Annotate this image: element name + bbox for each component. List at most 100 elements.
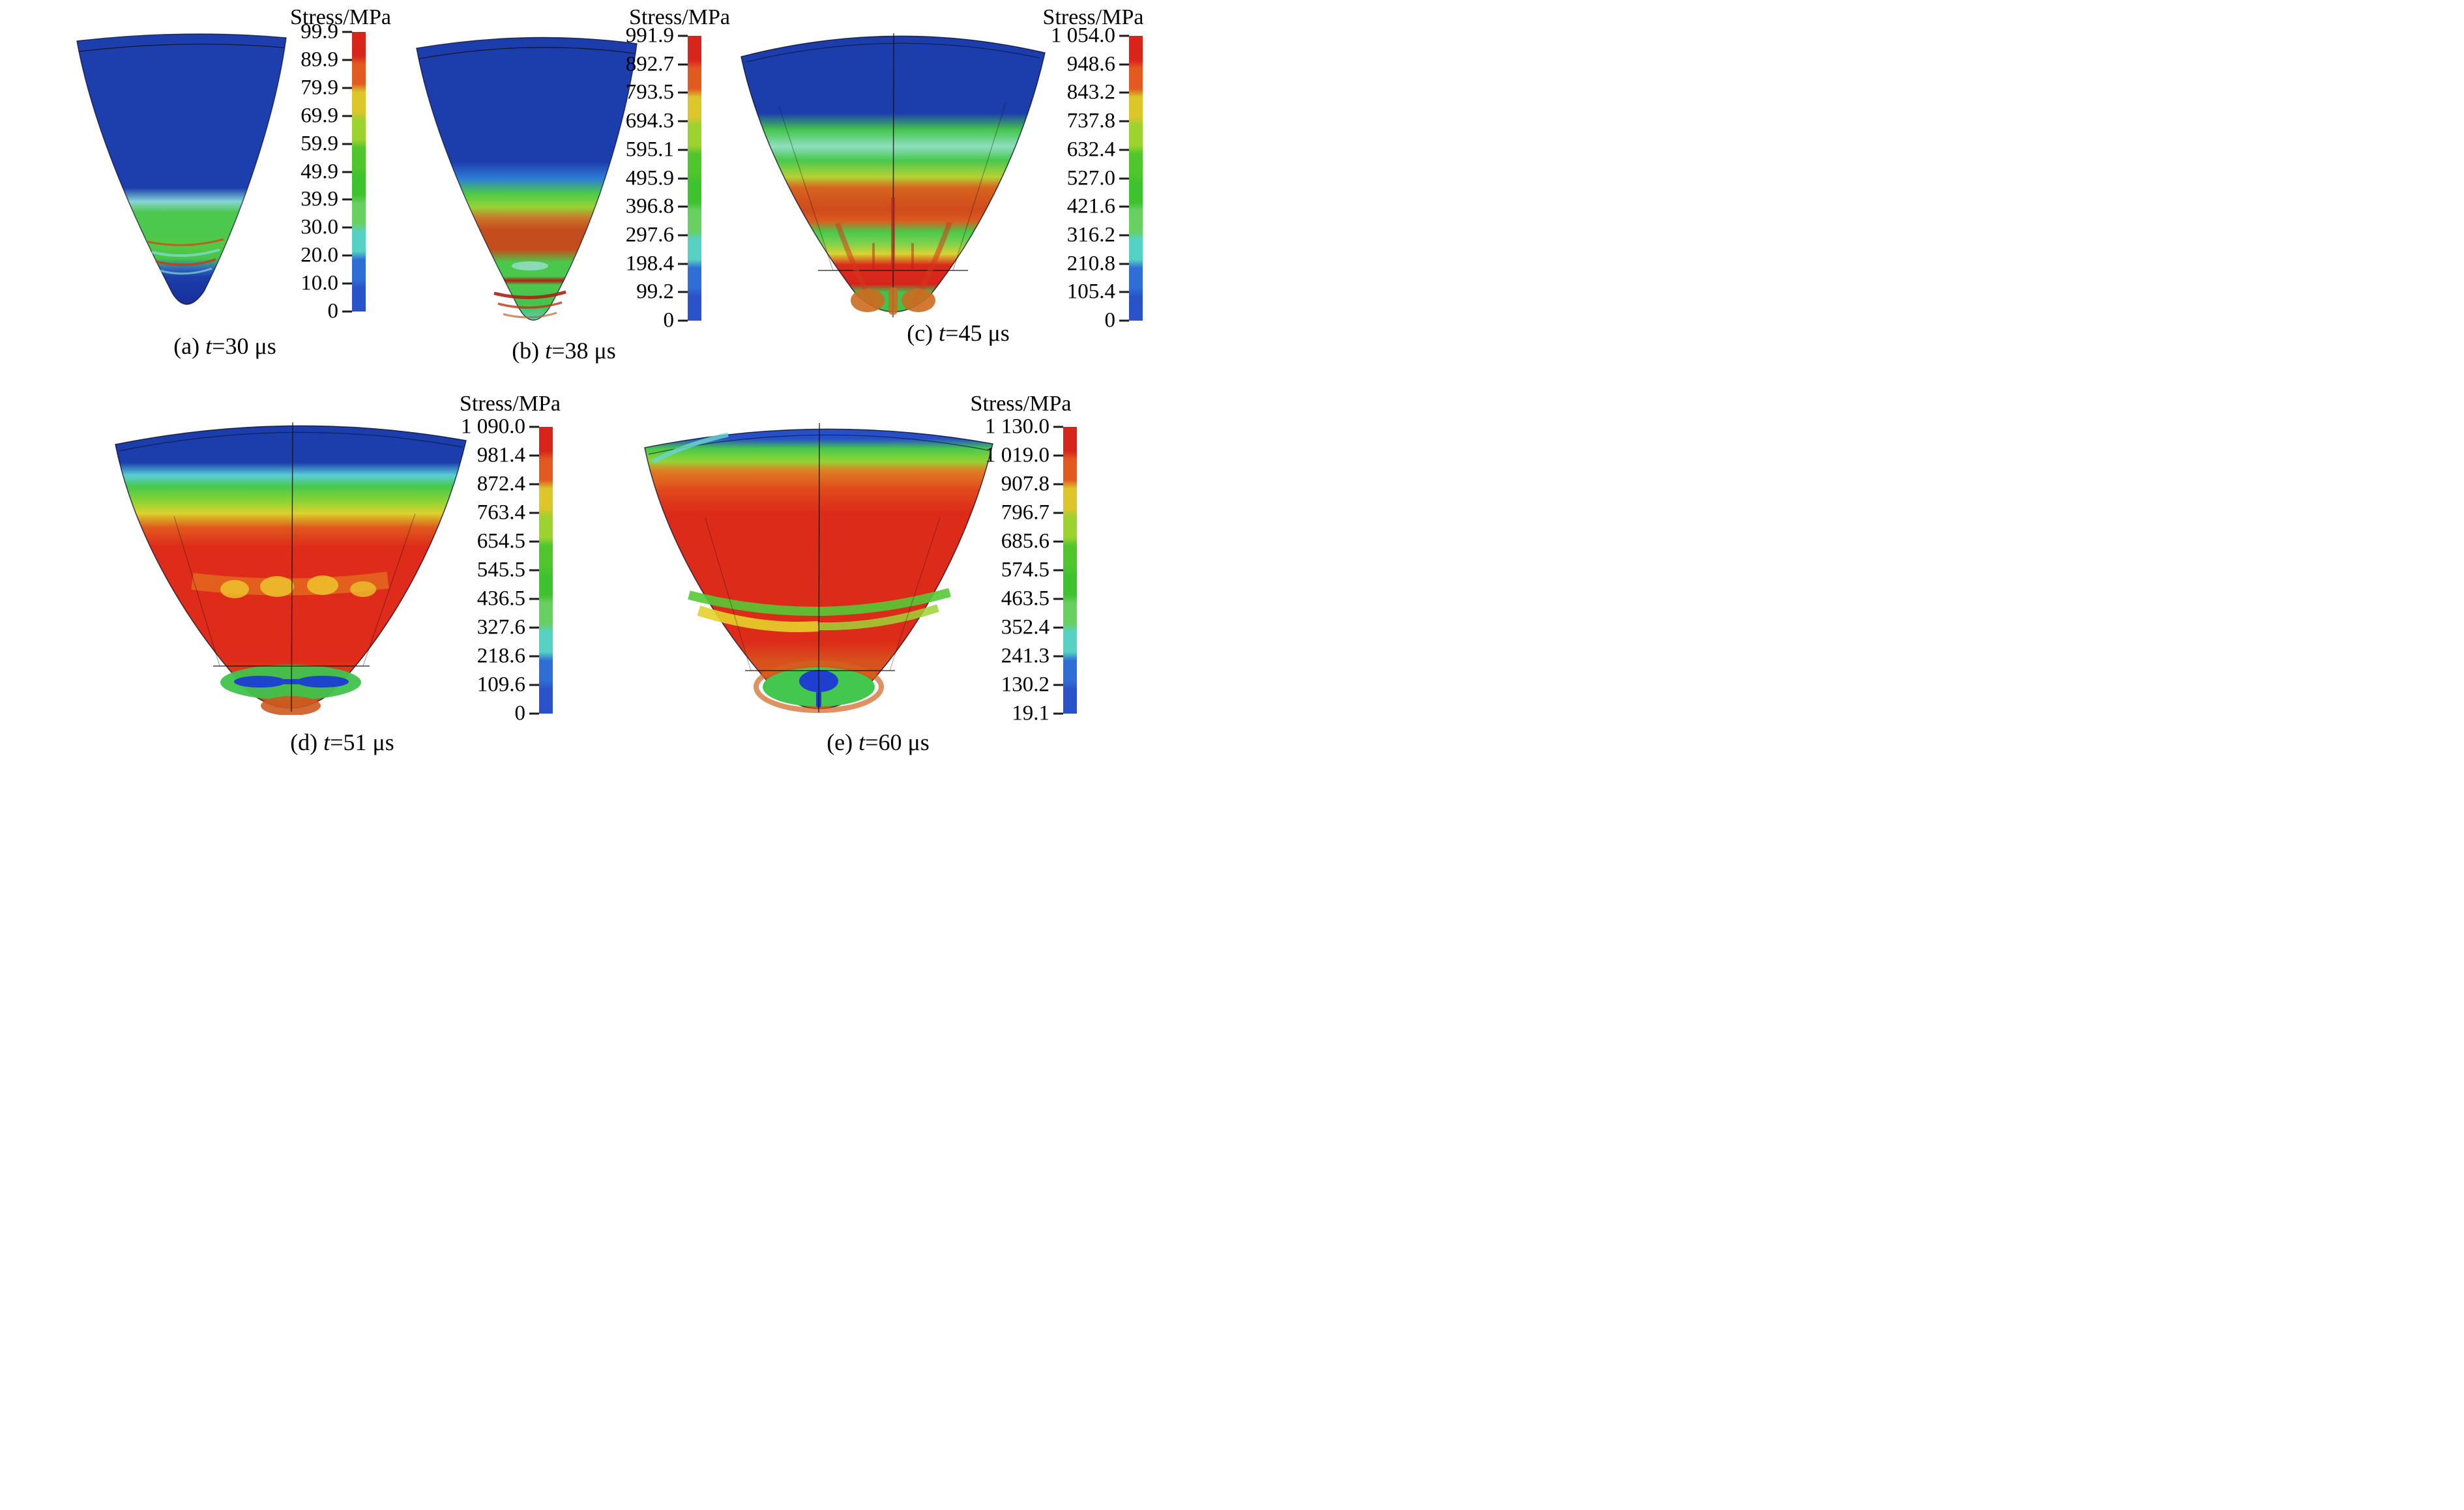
colorbar-tick-label: 241.3 bbox=[1001, 644, 1049, 668]
colorbar-tick-label: 0 bbox=[327, 299, 339, 323]
colorbar-tick-row: 796.7 bbox=[1001, 502, 1063, 524]
caption-a-index: (a) bbox=[173, 333, 206, 359]
colorbar-tick-row: 981.4 bbox=[477, 443, 539, 467]
colorbar-tick-row: 737.8 bbox=[1066, 109, 1129, 133]
colorbar-tick-mark bbox=[529, 454, 539, 457]
cone-c-rim-line bbox=[746, 42, 1040, 63]
colorbar-tick-row: 352.4 bbox=[1001, 617, 1063, 639]
cone-a-body bbox=[76, 33, 287, 305]
colorbar-tick-label: 685.6 bbox=[1001, 529, 1049, 553]
colorbar-tick-row: 0 bbox=[327, 299, 352, 323]
colorbar-title-b: Stress/MPa bbox=[629, 5, 730, 29]
colorbar-tick-row: 545.5 bbox=[477, 558, 539, 582]
panel-b: Stress/MPa 991.9 892.7 793.5 694.3 595.1 495.… bbox=[0, 0, 1232, 755]
colorbar-tick-mark bbox=[678, 263, 688, 265]
colorbar-tick-mark bbox=[529, 540, 539, 543]
colorbar-b: 991.9 892.7 793.5 694.3 595.1 495.9 396.8 297.6… bbox=[593, 25, 701, 331]
colorbar-tick-row: 1 054.0 bbox=[1051, 25, 1129, 47]
colorbar-tick-mark bbox=[678, 35, 688, 37]
colorbar-tick-row: 793.5 bbox=[626, 81, 688, 104]
colorbar-tick-label: 19.1 bbox=[1012, 701, 1049, 725]
colorbar-tick-label: 352.4 bbox=[1001, 615, 1049, 639]
colorbar-tick-mark bbox=[342, 87, 352, 89]
colorbar-tick-label: 30.0 bbox=[301, 215, 338, 239]
cone-e-body bbox=[644, 422, 993, 713]
colorbar-tick-row: 0 bbox=[515, 703, 539, 725]
cone-d-section-lines bbox=[173, 422, 416, 712]
colorbar-tick-mark bbox=[1053, 712, 1063, 715]
colorbar-tick-label: 20.0 bbox=[301, 243, 338, 267]
colorbar-tick-label: 654.5 bbox=[477, 529, 525, 553]
colorbar-tick-row: 89.9 bbox=[301, 49, 352, 70]
colorbar-tick-row: 241.3 bbox=[1001, 644, 1063, 668]
colorbar-tick-mark bbox=[1119, 177, 1129, 179]
colorbar-tick-label: 892.7 bbox=[625, 52, 674, 76]
colorbar-tick-row: 19.1 bbox=[1012, 703, 1063, 725]
colorbar-tick-label: 1 054.0 bbox=[1051, 23, 1115, 48]
caption-a: (a) t=30 μs bbox=[150, 332, 300, 360]
colorbar-title-a: Stress/MPa bbox=[290, 5, 391, 29]
colorbar-title-e: Stress/MPa bbox=[970, 392, 1072, 416]
colorbar-tick-label: 210.8 bbox=[1066, 252, 1115, 276]
colorbar-tick-mark bbox=[1053, 540, 1063, 543]
colorbar-tick-mark bbox=[342, 171, 352, 173]
colorbar-tick-mark bbox=[1053, 626, 1063, 629]
colorbar-tick-row: 948.6 bbox=[1067, 53, 1129, 75]
colorbar-tick-label: 421.6 bbox=[1066, 194, 1115, 218]
caption-c-index: (c) bbox=[907, 320, 939, 346]
colorbar-tick-mark bbox=[678, 120, 688, 123]
colorbar-tick-label: 327.6 bbox=[477, 615, 525, 639]
colorbar-e: 1 130.0 1 019.0 907.8 796.7 685.6 574.5 463.5 3… bbox=[968, 416, 1077, 724]
colorbar-tick-row: 30.0 bbox=[301, 215, 352, 239]
colorbar-tick-label: 89.9 bbox=[301, 48, 338, 72]
colorbar-tick-row: 0 bbox=[664, 310, 688, 332]
colorbar-gradient-c bbox=[1129, 36, 1143, 321]
colorbar-tick-label: 907.8 bbox=[1001, 472, 1049, 496]
colorbar-tick-mark bbox=[1053, 598, 1063, 600]
colorbar-tick-mark bbox=[529, 655, 539, 658]
cone-c-stress-details bbox=[835, 197, 952, 315]
colorbar-tick-row: 527.0 bbox=[1067, 167, 1129, 189]
colorbar-tick-mark bbox=[1053, 512, 1063, 514]
colorbar-tick-label: 463.5 bbox=[1001, 587, 1049, 611]
colorbar-tick-label: 99.2 bbox=[636, 280, 674, 304]
colorbar-tick-row: 49.9 bbox=[301, 161, 352, 182]
colorbar-tick-label: 495.9 bbox=[625, 166, 674, 190]
colorbar-tick-row: 59.9 bbox=[301, 133, 352, 154]
colorbar-tick-row: 20.0 bbox=[301, 243, 352, 267]
colorbar-tick-mark bbox=[529, 426, 539, 428]
cone-e-section-lines bbox=[705, 422, 941, 713]
colorbar-gradient-d bbox=[539, 427, 553, 714]
caption-d-index: (d) bbox=[290, 729, 324, 755]
cone-b-stress-arcs bbox=[493, 261, 566, 319]
colorbar-tick-row: 297.6 bbox=[626, 224, 688, 246]
colorbar-gradient-a bbox=[352, 32, 366, 312]
colorbar-tick-row: 892.7 bbox=[626, 53, 688, 75]
colorbar-tick-label: 545.5 bbox=[477, 558, 525, 582]
caption-b-value: =38 μs bbox=[551, 338, 616, 364]
colorbar-tick-label: 981.4 bbox=[477, 443, 525, 467]
colorbar-tick-mark bbox=[678, 291, 688, 293]
colorbar-d: 1 090.0 981.4 872.4 763.4 654.5 545.5 436.5 327… bbox=[443, 416, 553, 724]
colorbar-tick-mark bbox=[342, 198, 352, 201]
colorbar-tick-mark bbox=[529, 512, 539, 514]
colorbar-tick-mark bbox=[1119, 205, 1129, 208]
caption-e: (e) t=60 μs bbox=[803, 729, 953, 755]
colorbar-tick-mark bbox=[678, 149, 688, 151]
panel-c: Stress/MPa 1 054.0 948.6 843.2 737.8 632.4 52… bbox=[0, 0, 1232, 755]
colorbar-tick-mark bbox=[1053, 684, 1063, 686]
caption-b: (b) t=38 μs bbox=[489, 337, 639, 364]
colorbar-tick-mark bbox=[678, 177, 688, 179]
cone-d-body bbox=[115, 422, 467, 715]
colorbar-tick-label: 105.4 bbox=[1066, 280, 1115, 304]
caption-d: (d) t=51 μs bbox=[267, 729, 417, 755]
colorbar-tick-label: 948.6 bbox=[1066, 52, 1115, 76]
panel-d: Stress/MPa 1 090.0 981.4 872.4 763.4 654.5 54… bbox=[0, 0, 1232, 755]
colorbar-tick-label: 737.8 bbox=[1066, 109, 1115, 133]
cone-b-rim-line bbox=[418, 47, 636, 59]
colorbar-tick-row: 991.9 bbox=[626, 25, 688, 47]
panel-a: Stress/MPa 99.9 89.9 79.9 69.9 59.9 49.9 39.9 3… bbox=[0, 0, 1232, 755]
caption-d-symbol: t bbox=[323, 729, 330, 755]
colorbar-tick-mark bbox=[342, 115, 352, 117]
caption-e-value: =60 μs bbox=[865, 729, 930, 755]
